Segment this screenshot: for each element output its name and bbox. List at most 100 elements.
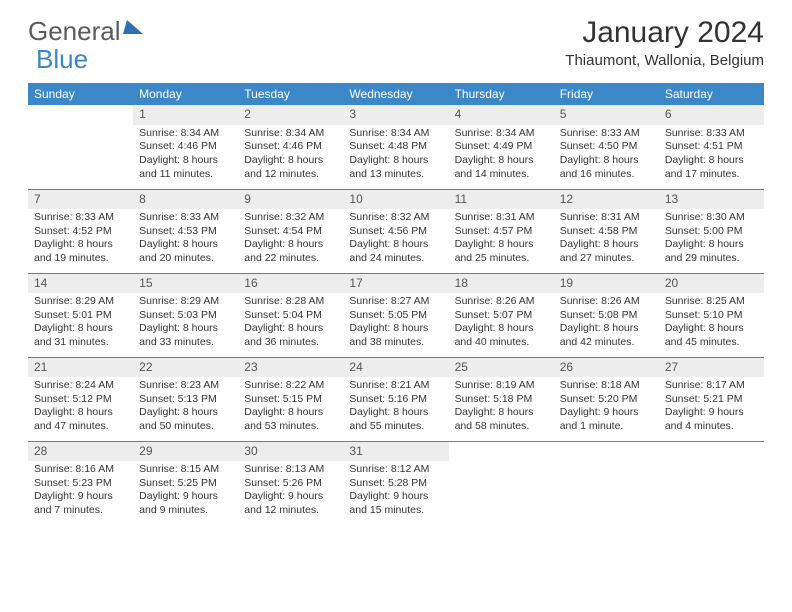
day-number: 20	[659, 274, 764, 294]
daylight-text: and 4 minutes.	[665, 420, 758, 434]
sunset-text: Sunset: 4:58 PM	[560, 225, 653, 239]
day-number: 23	[238, 358, 343, 378]
daylight-text: Daylight: 8 hours	[34, 406, 127, 420]
day-number: 19	[554, 274, 659, 294]
sunrise-text: Sunrise: 8:33 AM	[665, 127, 758, 141]
sunset-text: Sunset: 4:46 PM	[244, 140, 337, 154]
daylight-text: and 16 minutes.	[560, 168, 653, 182]
cell-body: Sunrise: 8:19 AMSunset: 5:18 PMDaylight:…	[449, 377, 554, 438]
sunrise-text: Sunrise: 8:32 AM	[244, 211, 337, 225]
daylight-text: Daylight: 8 hours	[560, 154, 653, 168]
day-number: 11	[449, 190, 554, 210]
sunrise-text: Sunrise: 8:26 AM	[455, 295, 548, 309]
day-header: Monday	[133, 83, 238, 105]
daylight-text: Daylight: 8 hours	[139, 238, 232, 252]
cell-body: Sunrise: 8:33 AMSunset: 4:53 PMDaylight:…	[133, 209, 238, 270]
calendar-cell: 3 Sunrise: 8:34 AMSunset: 4:48 PMDaylight…	[343, 105, 448, 189]
cell-body: Sunrise: 8:34 AMSunset: 4:46 PMDaylight:…	[238, 125, 343, 186]
daylight-text: and 31 minutes.	[34, 336, 127, 350]
calendar-cell: 28Sunrise: 8:16 AMSunset: 5:23 PMDayligh…	[28, 441, 133, 525]
daylight-text: and 55 minutes.	[349, 420, 442, 434]
day-number: 26	[554, 358, 659, 378]
sunset-text: Sunset: 4:56 PM	[349, 225, 442, 239]
sunrise-text: Sunrise: 8:27 AM	[349, 295, 442, 309]
cell-body: Sunrise: 8:26 AMSunset: 5:07 PMDaylight:…	[449, 293, 554, 354]
logo-text-general: General	[28, 16, 121, 47]
daylight-text: Daylight: 8 hours	[244, 154, 337, 168]
day-number: 3	[343, 105, 448, 125]
sunrise-text: Sunrise: 8:12 AM	[349, 463, 442, 477]
day-header: Thursday	[449, 83, 554, 105]
calendar-cell: 26Sunrise: 8:18 AMSunset: 5:20 PMDayligh…	[554, 357, 659, 441]
cell-body: Sunrise: 8:32 AMSunset: 4:54 PMDaylight:…	[238, 209, 343, 270]
daylight-text: Daylight: 8 hours	[455, 154, 548, 168]
daylight-text: and 22 minutes.	[244, 252, 337, 266]
calendar-cell: 25Sunrise: 8:19 AMSunset: 5:18 PMDayligh…	[449, 357, 554, 441]
day-number: 7	[28, 190, 133, 210]
sunrise-text: Sunrise: 8:16 AM	[34, 463, 127, 477]
day-number: 6	[659, 105, 764, 125]
day-header: Saturday	[659, 83, 764, 105]
sunrise-text: Sunrise: 8:19 AM	[455, 379, 548, 393]
sunset-text: Sunset: 5:12 PM	[34, 393, 127, 407]
sunset-text: Sunset: 5:20 PM	[560, 393, 653, 407]
day-number	[449, 442, 554, 462]
calendar-table: SundayMondayTuesdayWednesdayThursdayFrid…	[28, 83, 764, 525]
sunrise-text: Sunrise: 8:22 AM	[244, 379, 337, 393]
cell-body: Sunrise: 8:27 AMSunset: 5:05 PMDaylight:…	[343, 293, 448, 354]
daylight-text: Daylight: 8 hours	[349, 154, 442, 168]
day-number: 17	[343, 274, 448, 294]
daylight-text: Daylight: 8 hours	[455, 406, 548, 420]
cell-body: Sunrise: 8:33 AMSunset: 4:50 PMDaylight:…	[554, 125, 659, 186]
day-number: 2	[238, 105, 343, 125]
cell-body: Sunrise: 8:31 AMSunset: 4:57 PMDaylight:…	[449, 209, 554, 270]
sunset-text: Sunset: 5:26 PM	[244, 477, 337, 491]
cell-body: Sunrise: 8:17 AMSunset: 5:21 PMDaylight:…	[659, 377, 764, 438]
day-number: 30	[238, 442, 343, 462]
daylight-text: Daylight: 8 hours	[349, 322, 442, 336]
day-number: 4	[449, 105, 554, 125]
sunrise-text: Sunrise: 8:34 AM	[244, 127, 337, 141]
sunrise-text: Sunrise: 8:25 AM	[665, 295, 758, 309]
daylight-text: Daylight: 8 hours	[665, 322, 758, 336]
calendar-cell	[659, 441, 764, 525]
sunset-text: Sunset: 5:18 PM	[455, 393, 548, 407]
daylight-text: and 1 minute.	[560, 420, 653, 434]
day-number: 31	[343, 442, 448, 462]
daylight-text: Daylight: 8 hours	[34, 322, 127, 336]
day-number: 13	[659, 190, 764, 210]
sunset-text: Sunset: 5:10 PM	[665, 309, 758, 323]
day-number: 15	[133, 274, 238, 294]
sunset-text: Sunset: 5:15 PM	[244, 393, 337, 407]
calendar-cell: 20Sunrise: 8:25 AMSunset: 5:10 PMDayligh…	[659, 273, 764, 357]
daylight-text: Daylight: 8 hours	[139, 154, 232, 168]
sunset-text: Sunset: 5:03 PM	[139, 309, 232, 323]
sunset-text: Sunset: 5:25 PM	[139, 477, 232, 491]
day-number	[659, 442, 764, 462]
sunrise-text: Sunrise: 8:34 AM	[455, 127, 548, 141]
calendar-cell: 4Sunrise: 8:34 AMSunset: 4:49 PMDaylight…	[449, 105, 554, 189]
cell-body: Sunrise: 8:30 AMSunset: 5:00 PMDaylight:…	[659, 209, 764, 270]
calendar-cell: 5Sunrise: 8:33 AMSunset: 4:50 PMDaylight…	[554, 105, 659, 189]
daylight-text: Daylight: 8 hours	[560, 238, 653, 252]
sunrise-text: Sunrise: 8:29 AM	[139, 295, 232, 309]
cell-body: Sunrise: 8:29 AMSunset: 5:01 PMDaylight:…	[28, 293, 133, 354]
cell-body: Sunrise: 8:34 AMSunset: 4:49 PMDaylight:…	[449, 125, 554, 186]
month-title: January 2024	[565, 16, 764, 50]
title-block: January 2024 Thiaumont, Wallonia, Belgiu…	[565, 16, 764, 69]
daylight-text: and 50 minutes.	[139, 420, 232, 434]
calendar-cell: 31Sunrise: 8:12 AMSunset: 5:28 PMDayligh…	[343, 441, 448, 525]
sunset-text: Sunset: 5:16 PM	[349, 393, 442, 407]
calendar-cell: 19Sunrise: 8:26 AMSunset: 5:08 PMDayligh…	[554, 273, 659, 357]
day-number: 16	[238, 274, 343, 294]
day-header: Wednesday	[343, 83, 448, 105]
sunrise-text: Sunrise: 8:23 AM	[139, 379, 232, 393]
sunset-text: Sunset: 4:48 PM	[349, 140, 442, 154]
calendar-cell: 27Sunrise: 8:17 AMSunset: 5:21 PMDayligh…	[659, 357, 764, 441]
sunrise-text: Sunrise: 8:33 AM	[34, 211, 127, 225]
sunrise-text: Sunrise: 8:34 AM	[349, 127, 442, 141]
cell-body: Sunrise: 8:21 AMSunset: 5:16 PMDaylight:…	[343, 377, 448, 438]
daylight-text: and 27 minutes.	[560, 252, 653, 266]
calendar-cell: 11Sunrise: 8:31 AMSunset: 4:57 PMDayligh…	[449, 189, 554, 273]
sunset-text: Sunset: 4:51 PM	[665, 140, 758, 154]
